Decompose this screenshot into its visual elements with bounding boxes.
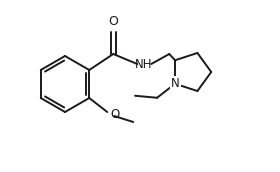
Text: NH: NH bbox=[134, 57, 152, 71]
Text: O: O bbox=[108, 15, 118, 28]
Text: N: N bbox=[171, 77, 179, 90]
Text: O: O bbox=[110, 108, 120, 121]
